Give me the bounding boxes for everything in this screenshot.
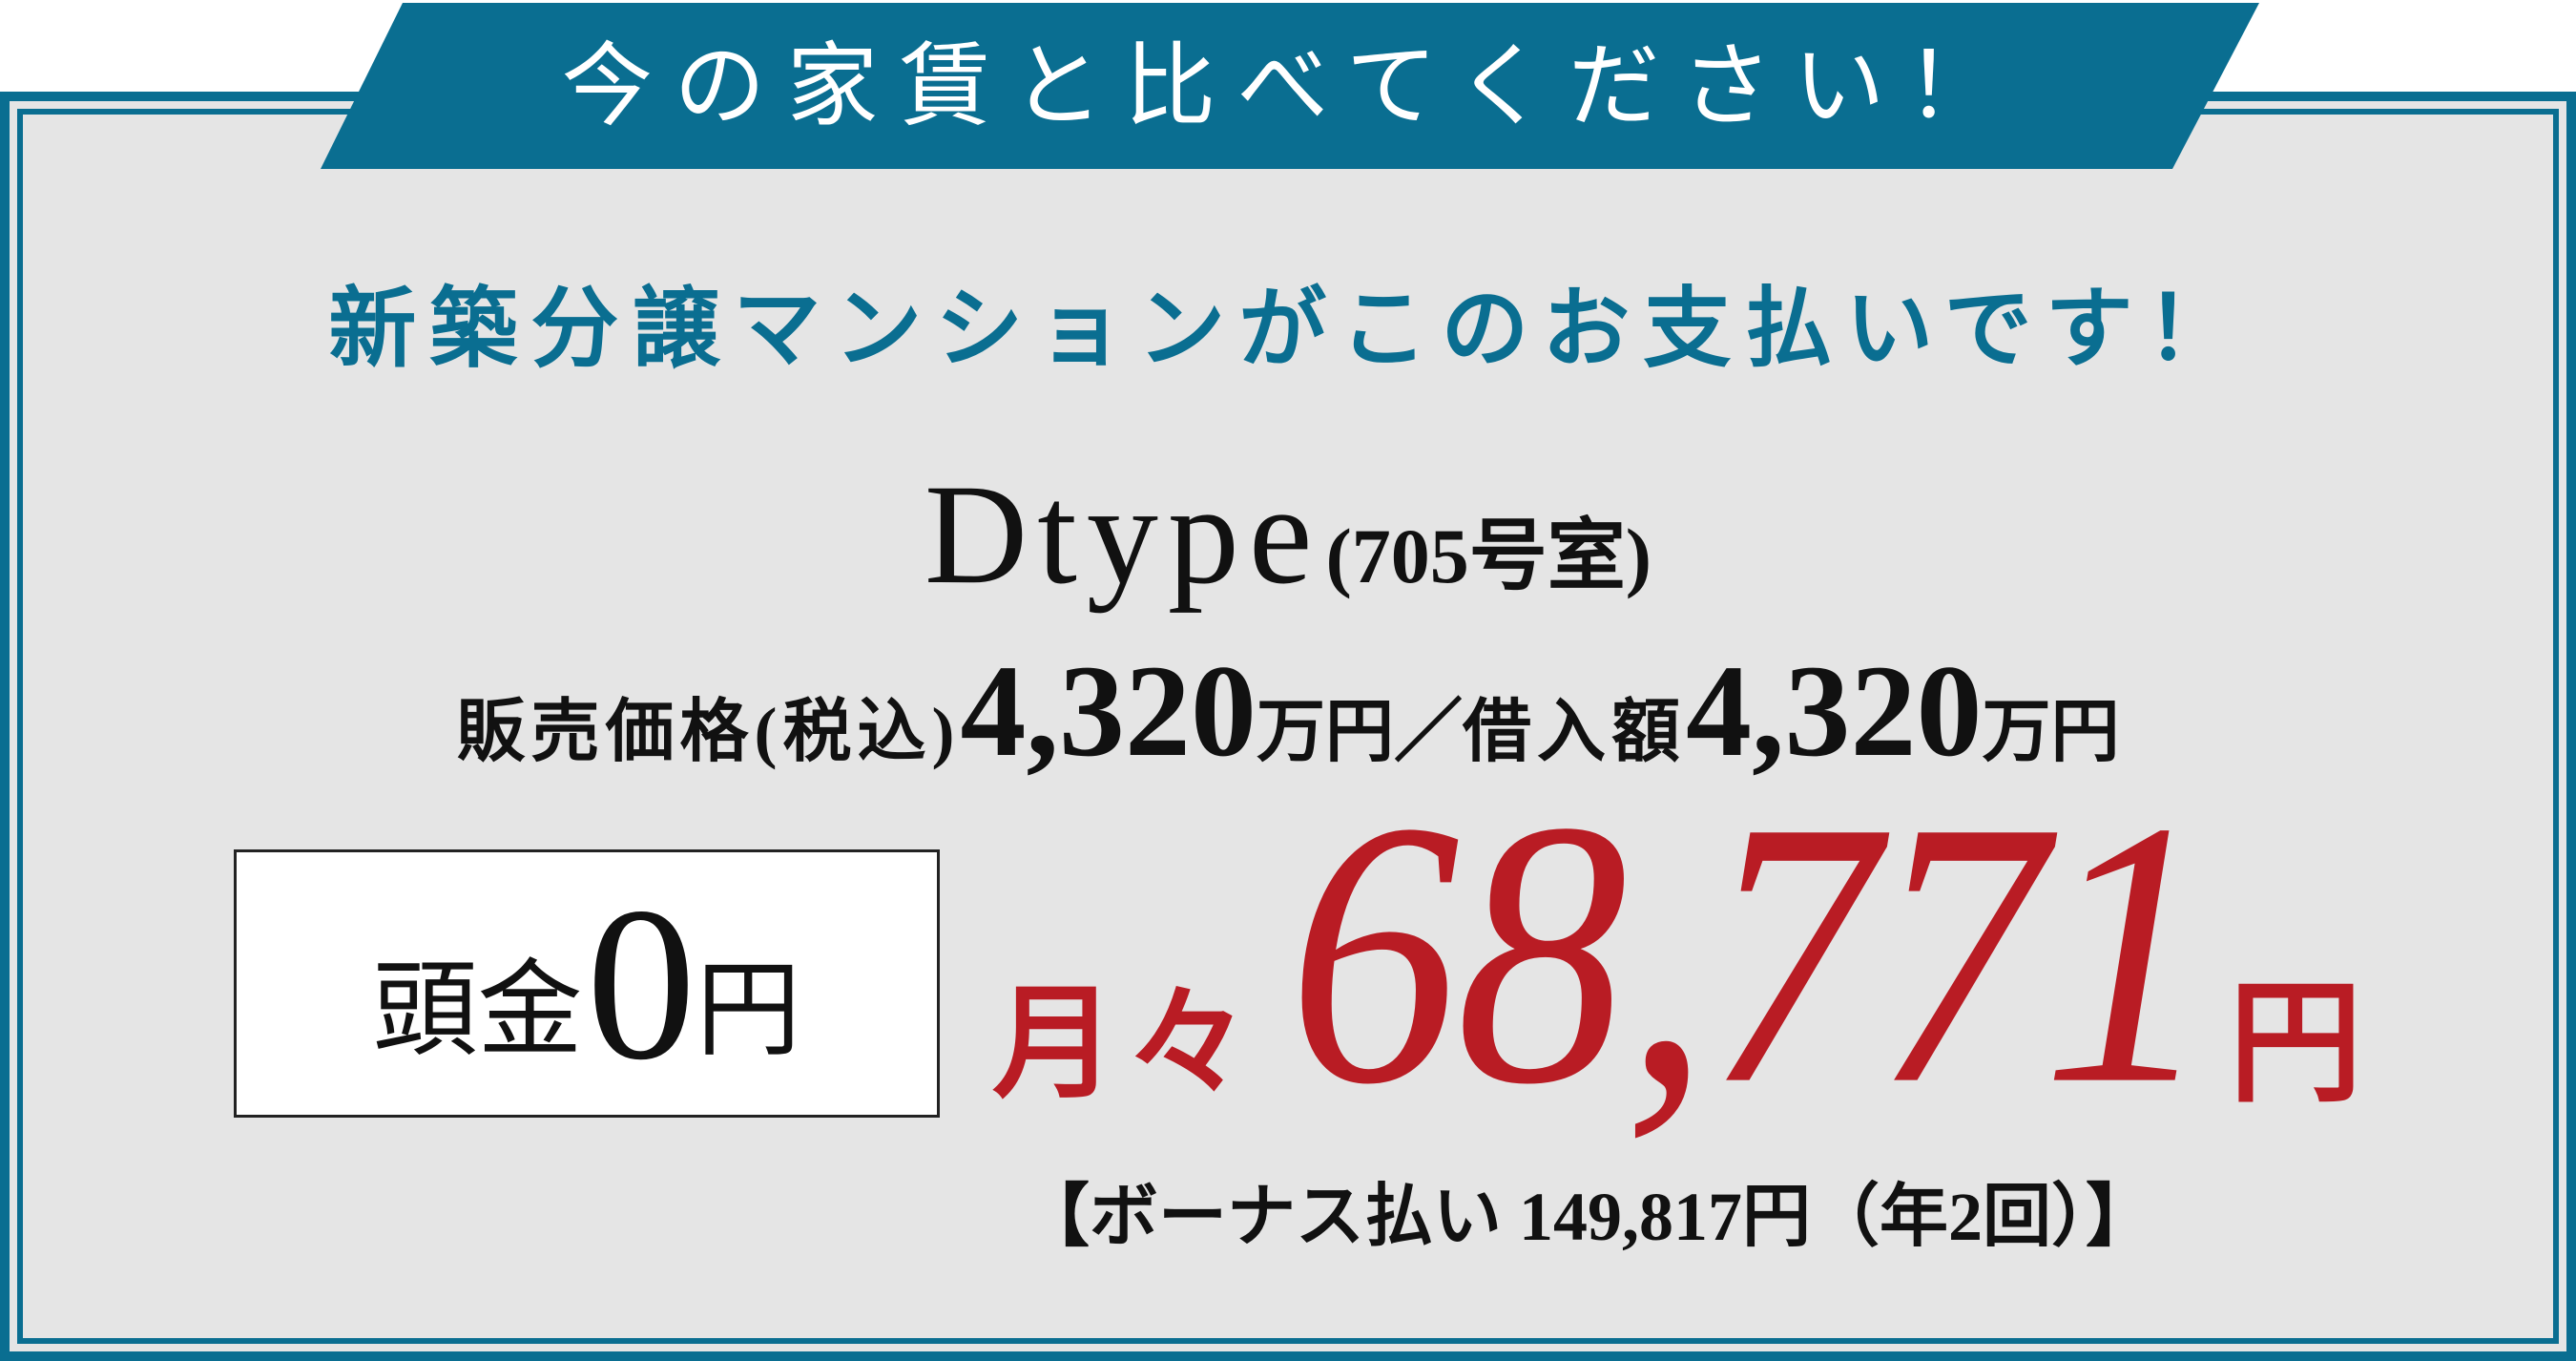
- unit-type-name: Dtype: [924, 455, 1322, 614]
- sale-price-label: 販売価格(税込): [456, 694, 961, 770]
- loan-label: 借入額: [1462, 694, 1686, 770]
- sale-price-unit: 万円: [1256, 694, 1394, 770]
- down-payment-box: 頭金 0円: [234, 849, 940, 1118]
- monthly-label: 月々: [992, 976, 1260, 1114]
- down-payment-unit: 円: [696, 953, 801, 1069]
- down-payment-label: 頭金: [372, 953, 583, 1069]
- sale-price-value: 4,320: [960, 638, 1257, 784]
- loan-unit: 万円: [1982, 694, 2120, 770]
- banner-shape: [321, 3, 2259, 169]
- banner-title: 今の家賃と比べてください！: [561, 32, 2019, 139]
- monthly-value: 68,771: [1288, 743, 2213, 1162]
- monthly-payment: 月々 68,771 円: [992, 764, 2363, 1141]
- bonus-payment: 【ボーナス払い 149,817円（年2回）】: [1021, 1179, 2155, 1255]
- unit-room: (705号室): [1325, 513, 1652, 599]
- unit-type: Dtype (705号室): [0, 458, 2576, 655]
- headline-banner: 今の家賃と比べてください！: [321, 3, 2259, 169]
- price-line: 販売価格(税込)4,320万円／借入額4,320万円: [0, 639, 2576, 823]
- monthly-unit: 円: [2229, 971, 2363, 1119]
- price-separator: ／: [1393, 694, 1463, 770]
- down-payment-value: 0: [586, 862, 696, 1105]
- subtitle: 新築分譲マンションがこのお支払いです！: [328, 281, 2248, 378]
- comparison-panel: [0, 92, 2576, 1361]
- loan-value: 4,320: [1686, 638, 1983, 784]
